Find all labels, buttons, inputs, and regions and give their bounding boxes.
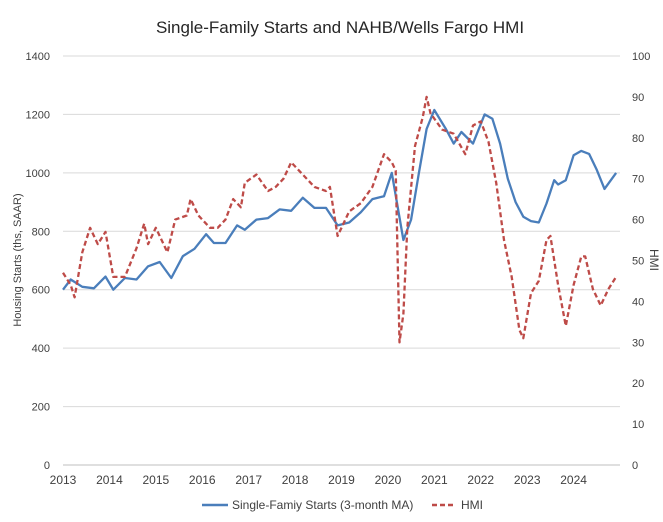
y-tick-label: 1400 (26, 51, 50, 63)
chart-title: Single-Family Starts and NAHB/Wells Farg… (156, 18, 524, 37)
x-tick-label: 2015 (142, 473, 169, 487)
legend: Single-Famiy Starts (3-month MA) HMI (202, 498, 483, 512)
y2-tick-label: 80 (632, 133, 644, 145)
gridlines (63, 56, 620, 465)
y2-tick-label: 20 (632, 378, 644, 390)
y2-tick-label: 10 (632, 419, 644, 431)
x-tick-label: 2019 (328, 473, 355, 487)
x-tick-label: 2022 (467, 473, 494, 487)
x-axis: 2013 2014 2015 2016 2017 2018 2019 2020 2021 2022… (50, 473, 588, 487)
y2-tick-label: 90 (632, 92, 644, 104)
x-tick-label: 2013 (50, 473, 77, 487)
x-tick-label: 2018 (282, 473, 309, 487)
y-tick-label: 800 (32, 226, 50, 238)
x-tick-label: 2020 (375, 473, 402, 487)
series-lines (63, 97, 616, 343)
x-tick-label: 2014 (96, 473, 123, 487)
y2-tick-label: 30 (632, 337, 644, 349)
y-axis-label: Housing Starts (ths, SAAR) (12, 193, 24, 326)
y-tick-label: 200 (32, 402, 50, 414)
y2-tick-label: 100 (632, 51, 650, 63)
x-tick-label: 2021 (421, 473, 448, 487)
y2-axis-label: HMI (647, 249, 661, 271)
starts-line (63, 110, 616, 290)
y-tick-label: 1000 (26, 168, 50, 180)
y2-tick-label: 0 (632, 460, 638, 472)
y2-tick-label: 70 (632, 174, 644, 186)
x-tick-label: 2024 (560, 473, 587, 487)
y2-tick-label: 40 (632, 296, 644, 308)
legend-label-starts: Single-Famiy Starts (3-month MA) (232, 498, 413, 512)
y2-tick-label: 60 (632, 215, 644, 227)
x-tick-label: 2016 (189, 473, 216, 487)
hmi-line (63, 97, 616, 342)
y-tick-label: 600 (32, 285, 50, 297)
y-tick-label: 1200 (26, 109, 50, 121)
legend-label-hmi: HMI (461, 498, 483, 512)
x-tick-label: 2017 (235, 473, 262, 487)
y2-tick-label: 50 (632, 256, 644, 268)
y-tick-label: 400 (32, 343, 50, 355)
x-tick-label: 2023 (514, 473, 541, 487)
y-axis-left: 0 200 400 600 800 1000 1200 1400 (26, 51, 50, 472)
y-tick-label: 0 (44, 460, 50, 472)
